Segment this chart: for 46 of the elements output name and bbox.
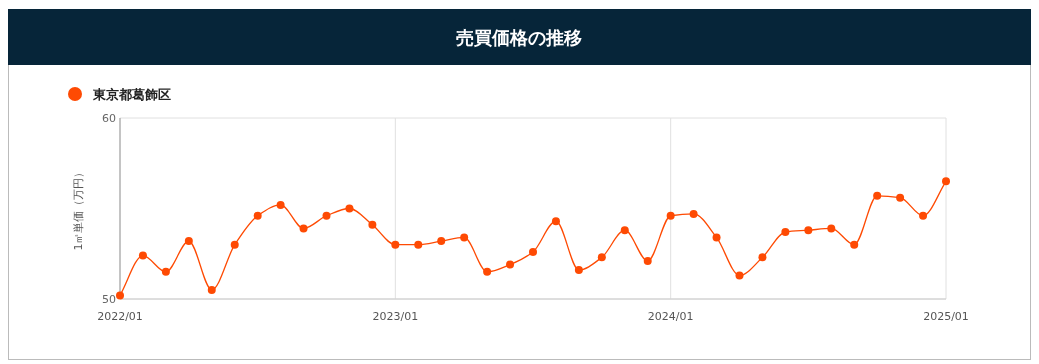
point [345,204,354,213]
point [758,253,767,262]
point [483,267,492,276]
x-tick-label: 2023/01 [372,310,419,323]
point [942,177,950,186]
point [207,285,216,294]
point [368,220,377,229]
point [804,226,813,235]
point [689,209,698,218]
point [506,260,515,269]
y-axis-title: 1㎡単価（万円） [72,166,85,251]
point [184,237,193,246]
point [529,247,537,256]
point [299,224,308,233]
point [896,193,905,202]
point [414,240,423,249]
point [391,240,400,249]
point [827,224,836,233]
point [161,267,170,276]
point [276,200,285,209]
point [551,217,560,226]
legend-label: 東京都葛飾区 [92,87,171,102]
point [620,226,629,235]
y-tick-label: 50 [102,293,116,306]
point [437,237,446,246]
point [460,233,469,242]
point [781,228,790,237]
chart-title: 売買価格の推移 [456,27,582,48]
point [666,211,675,220]
point [230,240,239,249]
point [712,233,721,242]
point [597,253,606,262]
x-tick-label: 2024/01 [647,310,694,323]
point [873,191,882,200]
x-tick-label: 2025/01 [923,310,969,323]
point [850,240,859,249]
point [735,271,744,280]
point [116,291,124,300]
point [574,266,583,275]
point [643,256,652,265]
point [138,251,147,260]
point [253,211,262,220]
y-tick-label: 60 [102,112,116,125]
point [919,211,928,220]
x-tick-label: 2022/01 [97,310,143,323]
point [322,211,331,220]
